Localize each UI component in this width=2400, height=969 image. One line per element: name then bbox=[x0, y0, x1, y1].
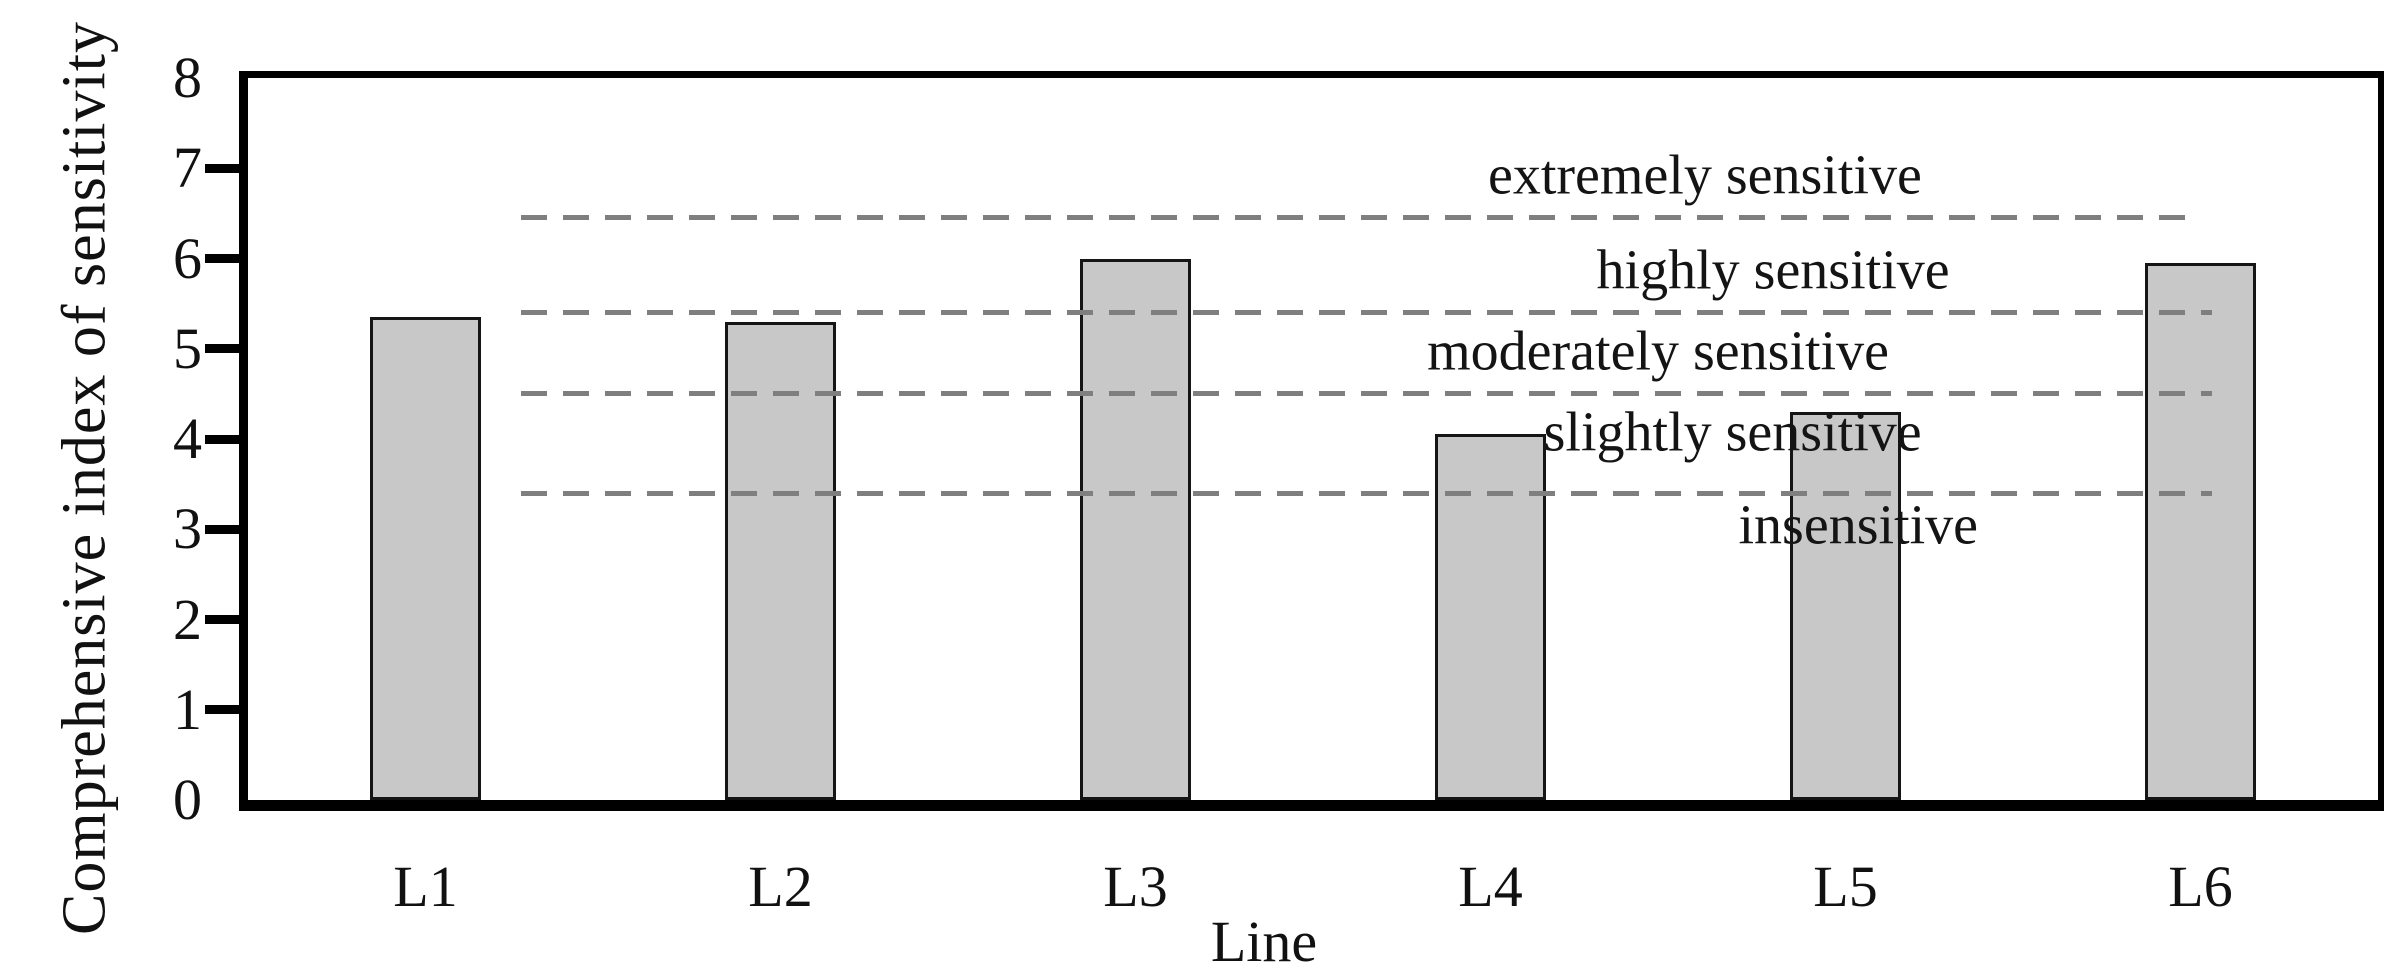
bar bbox=[1435, 434, 1546, 800]
y-tick-mark bbox=[205, 344, 239, 354]
threshold-line bbox=[520, 490, 2212, 496]
y-tick-label: 0 bbox=[173, 767, 202, 832]
threshold-label: highly sensitive bbox=[1596, 239, 1950, 302]
y-tick-mark bbox=[205, 163, 239, 173]
threshold-label: moderately sensitive bbox=[1427, 320, 1889, 383]
y-tick-mark bbox=[205, 434, 239, 444]
x-category-label: L3 bbox=[1103, 854, 1168, 919]
y-tick-label: 2 bbox=[173, 586, 202, 652]
y-tick-mark bbox=[205, 705, 239, 715]
bar bbox=[725, 321, 836, 800]
y-tick-label: 8 bbox=[173, 45, 202, 110]
y-tick-mark bbox=[205, 524, 239, 534]
y-tick-label: 1 bbox=[173, 676, 202, 742]
bar bbox=[1080, 258, 1191, 800]
plot-frame bbox=[239, 71, 2384, 811]
x-category-label: L6 bbox=[2168, 854, 2233, 919]
x-category-label: L2 bbox=[748, 854, 813, 919]
threshold-label: slightly sensitive bbox=[1543, 401, 1922, 464]
x-category-label: L5 bbox=[1813, 854, 1878, 919]
y-tick-label: 4 bbox=[173, 406, 202, 471]
y-tick-label: 5 bbox=[173, 315, 202, 381]
threshold-line bbox=[520, 391, 2212, 397]
threshold-line bbox=[520, 215, 2191, 221]
x-category-label: L1 bbox=[393, 854, 458, 919]
threshold-label: insensitive bbox=[1738, 493, 1979, 556]
y-tick-label: 7 bbox=[173, 135, 202, 201]
y-tick-label: 3 bbox=[173, 496, 202, 562]
y-tick-label: 6 bbox=[173, 225, 202, 291]
bar bbox=[1790, 411, 1901, 800]
bar bbox=[2145, 263, 2256, 800]
x-axis-title: Line bbox=[1210, 909, 1318, 969]
bar bbox=[370, 317, 481, 800]
threshold-label: extremely sensitive bbox=[1487, 144, 1922, 207]
y-tick-mark bbox=[205, 254, 239, 263]
x-category-label: L4 bbox=[1458, 854, 1523, 919]
threshold-line bbox=[520, 310, 2212, 316]
y-tick-mark bbox=[205, 615, 239, 624]
